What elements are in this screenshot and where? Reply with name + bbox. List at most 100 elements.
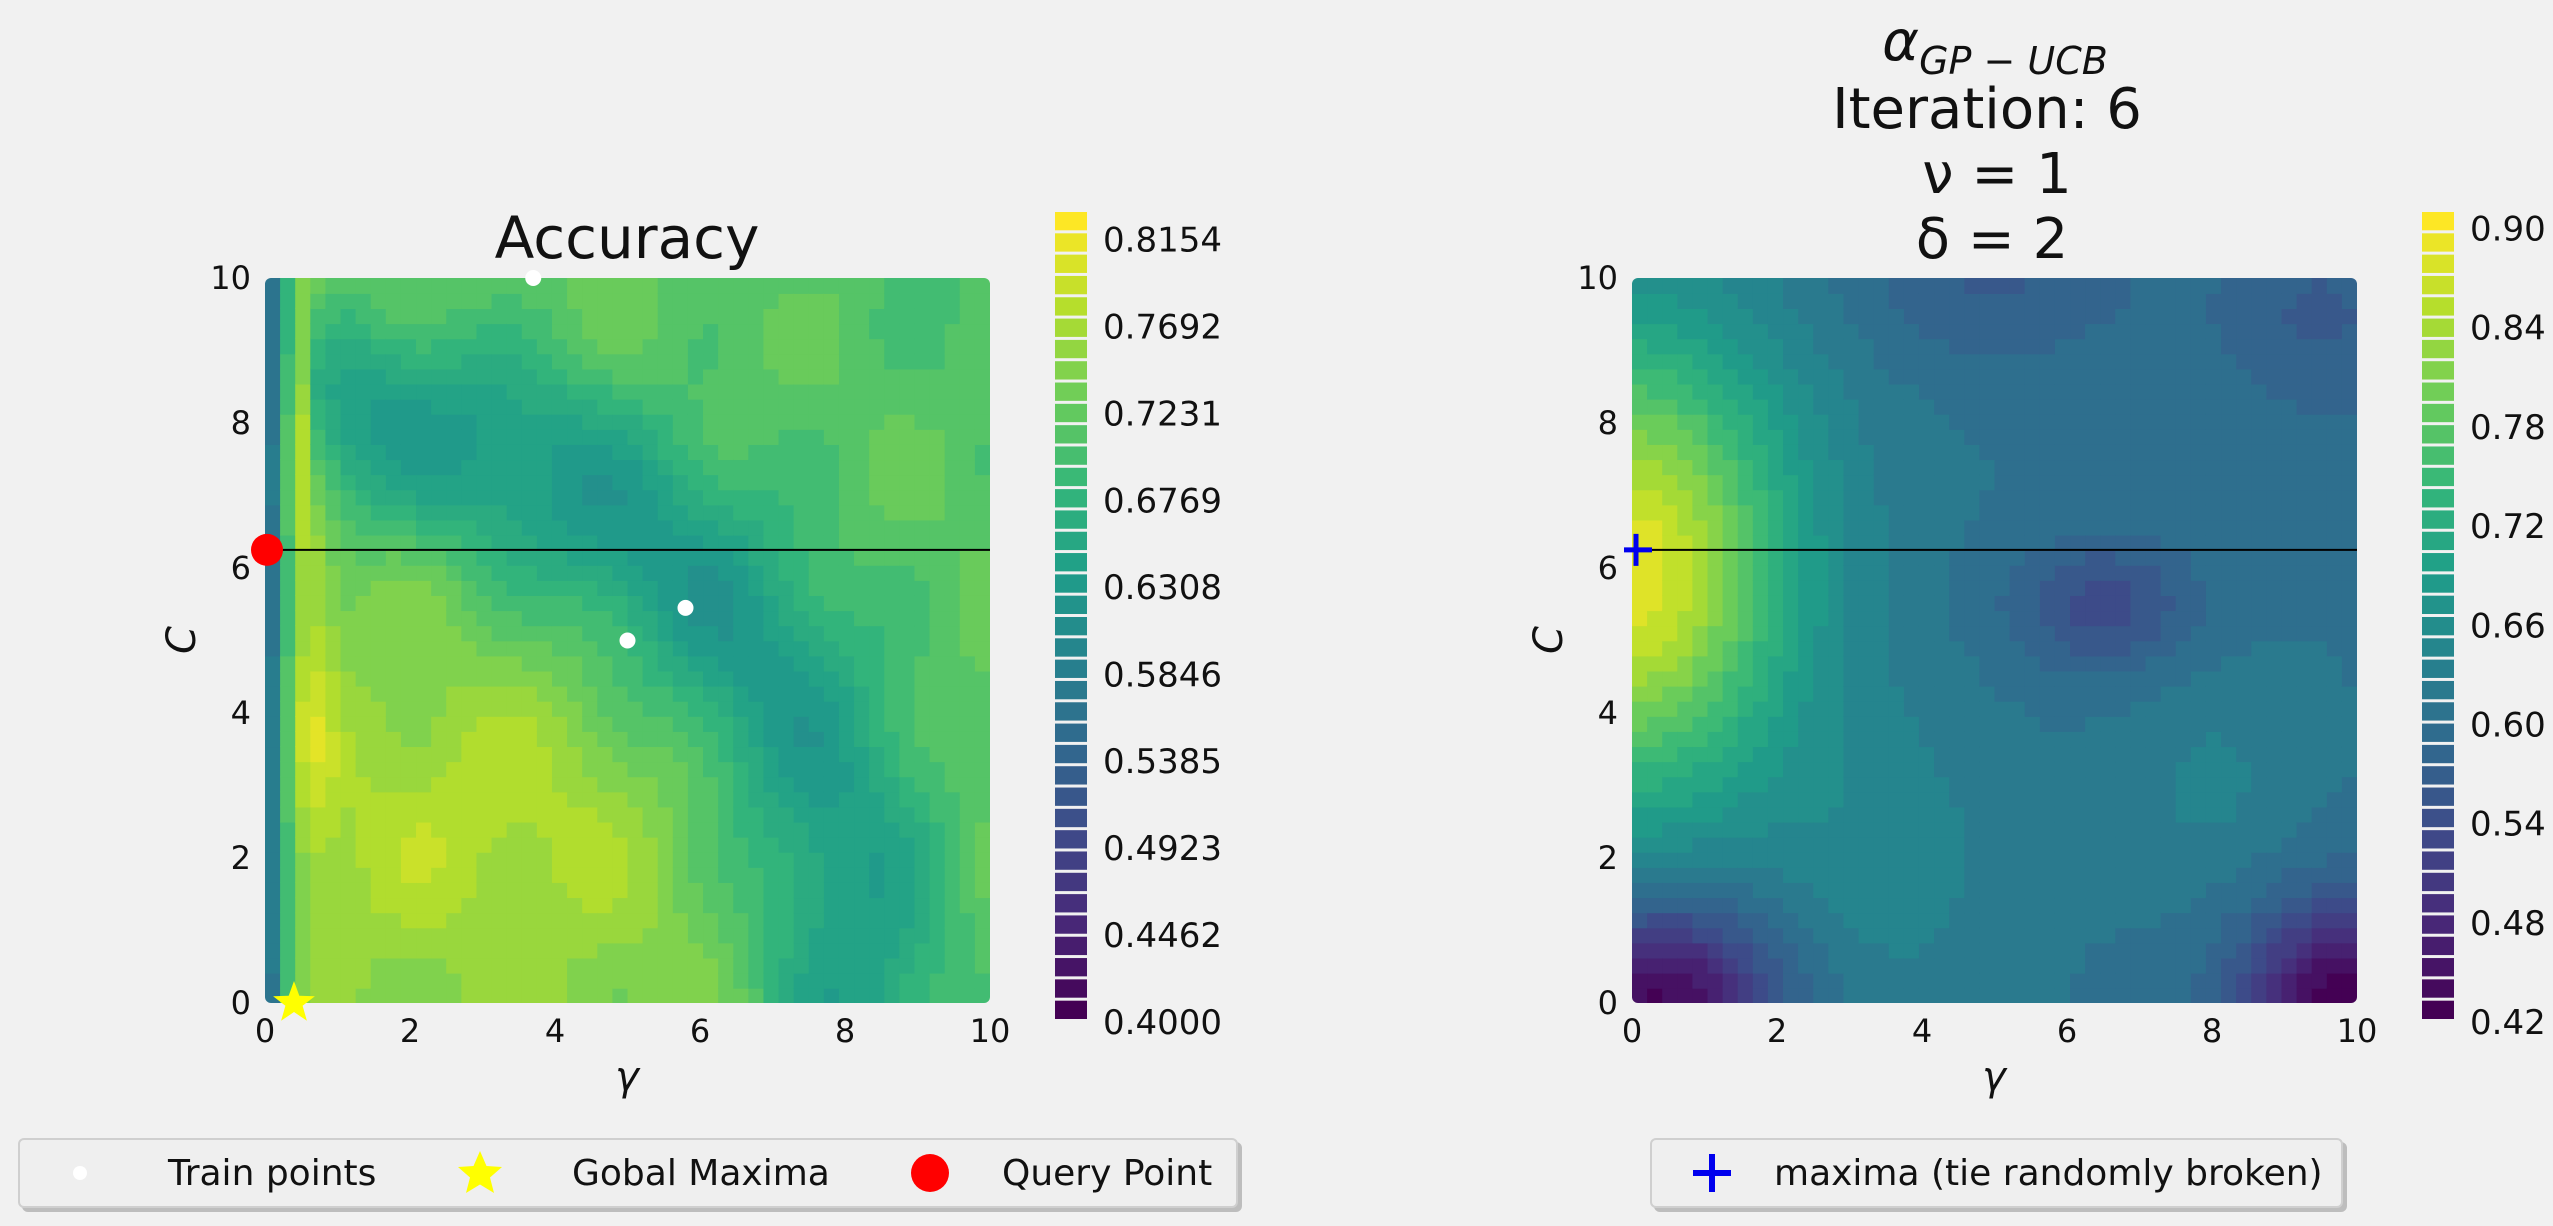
heatmap-cell: [551, 474, 568, 491]
heatmap-cell: [2175, 776, 2192, 793]
heatmap-cell: [1949, 897, 1966, 914]
heatmap-cell: [2326, 806, 2343, 823]
heatmap-cell: [1752, 549, 1769, 566]
heatmap-cell: [325, 942, 342, 959]
heatmap-cell: [1707, 278, 1724, 294]
heatmap-cell: [2039, 821, 2056, 838]
heatmap-cell: [536, 685, 553, 702]
heatmap-cell: [687, 338, 704, 355]
heatmap-cell: [612, 776, 629, 793]
heatmap-cell: [854, 821, 870, 838]
heatmap-cell: [446, 927, 463, 944]
heatmap-cell: [2039, 625, 2056, 642]
heatmap-cell: [929, 368, 946, 385]
heatmap-cell: [854, 972, 870, 989]
heatmap-cell: [295, 791, 312, 808]
heatmap-cell: [2281, 836, 2298, 853]
heatmap-cell: [627, 942, 644, 959]
heatmap-cell: [416, 474, 432, 491]
heatmap-cell: [295, 882, 312, 899]
heatmap-cell: [2175, 685, 2192, 702]
heatmap-cell: [884, 670, 901, 687]
heatmap-cell: [325, 564, 342, 581]
heatmap-cell: [265, 716, 281, 732]
heatmap-cell: [763, 912, 780, 929]
heatmap-cell: [295, 685, 312, 702]
heatmap-cell: [2070, 564, 2086, 581]
heatmap-cell: [1647, 912, 1663, 929]
heatmap-cell: [431, 534, 448, 551]
heatmap-cell: [944, 459, 961, 476]
heatmap-cell: [869, 912, 886, 929]
heatmap-cell: [2311, 972, 2328, 989]
heatmap-cell: [325, 791, 342, 808]
heatmap-cell: [2251, 293, 2268, 309]
heatmap-cell: [748, 987, 765, 1003]
heatmap-cell: [476, 595, 493, 612]
heatmap-cell: [627, 882, 644, 899]
heatmap-cell: [2341, 549, 2357, 566]
heatmap-cell: [461, 731, 478, 748]
heatmap-cell: [627, 323, 644, 340]
heatmap-cell: [1949, 383, 1966, 400]
heatmap-cell: [2070, 580, 2086, 596]
heatmap-cell: [1767, 806, 1784, 823]
heatmap-cell: [476, 278, 493, 294]
heatmap-cell: [1843, 519, 1860, 536]
heatmap-cell: [2175, 368, 2192, 385]
heatmap-cell: [1632, 806, 1648, 823]
heatmap-cell: [2054, 776, 2071, 793]
legend-item-train-points: Train points: [50, 1148, 376, 1198]
heatmap-cell: [1843, 746, 1860, 763]
heatmap-cell: [959, 429, 976, 445]
heatmap-cell: [2039, 685, 2056, 702]
heatmap-cell: [325, 746, 342, 763]
heatmap-cell: [703, 972, 719, 989]
heatmap-cell: [1934, 912, 1950, 929]
heatmap-cell: [2266, 278, 2283, 294]
heatmap-cell: [929, 776, 946, 793]
heatmap-cell: [1934, 776, 1950, 793]
heatmap-cell: [959, 670, 976, 687]
heatmap-cell: [2311, 987, 2328, 1003]
heatmap-cell: [1964, 821, 1981, 838]
heatmap-cell: [974, 821, 990, 838]
colorbar-segment: [2422, 297, 2454, 316]
heatmap-cell: [1677, 731, 1694, 748]
heatmap-cell: [914, 836, 931, 853]
heatmap-cell: [959, 323, 976, 340]
heatmap-cell: [1964, 278, 1981, 294]
heatmap-cell: [2009, 716, 2026, 732]
heatmap-cell: [1843, 716, 1860, 732]
heatmap-cell: [838, 293, 855, 309]
heatmap-cell: [2130, 685, 2147, 702]
heatmap-cell: [385, 383, 402, 400]
heatmap-cell: [265, 942, 281, 959]
heatmap-cell: [2311, 957, 2328, 974]
heatmap-cell: [400, 519, 417, 536]
heatmap-cell: [506, 353, 523, 370]
heatmap-cell: [1858, 293, 1875, 309]
heatmap-cell: [1964, 927, 1981, 944]
heatmap-cell: [340, 806, 357, 823]
heatmap-cell: [1903, 655, 1920, 672]
heatmap-cell: [2251, 867, 2268, 883]
heatmap-cell: [1873, 489, 1890, 506]
heatmap-cell: [1783, 716, 1799, 732]
heatmap-cell: [1979, 731, 1996, 748]
heatmap-cell: [506, 761, 523, 778]
heatmap-cell: [823, 700, 840, 717]
heatmap-cell: [733, 459, 750, 476]
heatmap-cell: [370, 534, 387, 551]
heatmap-cell: [642, 293, 659, 309]
heatmap-cell: [2160, 474, 2177, 491]
heatmap-cell: [2266, 534, 2283, 551]
heatmap-cell: [2221, 595, 2237, 612]
heatmap-cell: [869, 670, 886, 687]
heatmap-cell: [1677, 368, 1694, 385]
heatmap-cell: [2160, 413, 2177, 430]
heatmap-cell: [2115, 700, 2132, 717]
heatmap-cell: [340, 791, 357, 808]
heatmap-cell: [1662, 685, 1679, 702]
heatmap-cell: [748, 806, 765, 823]
